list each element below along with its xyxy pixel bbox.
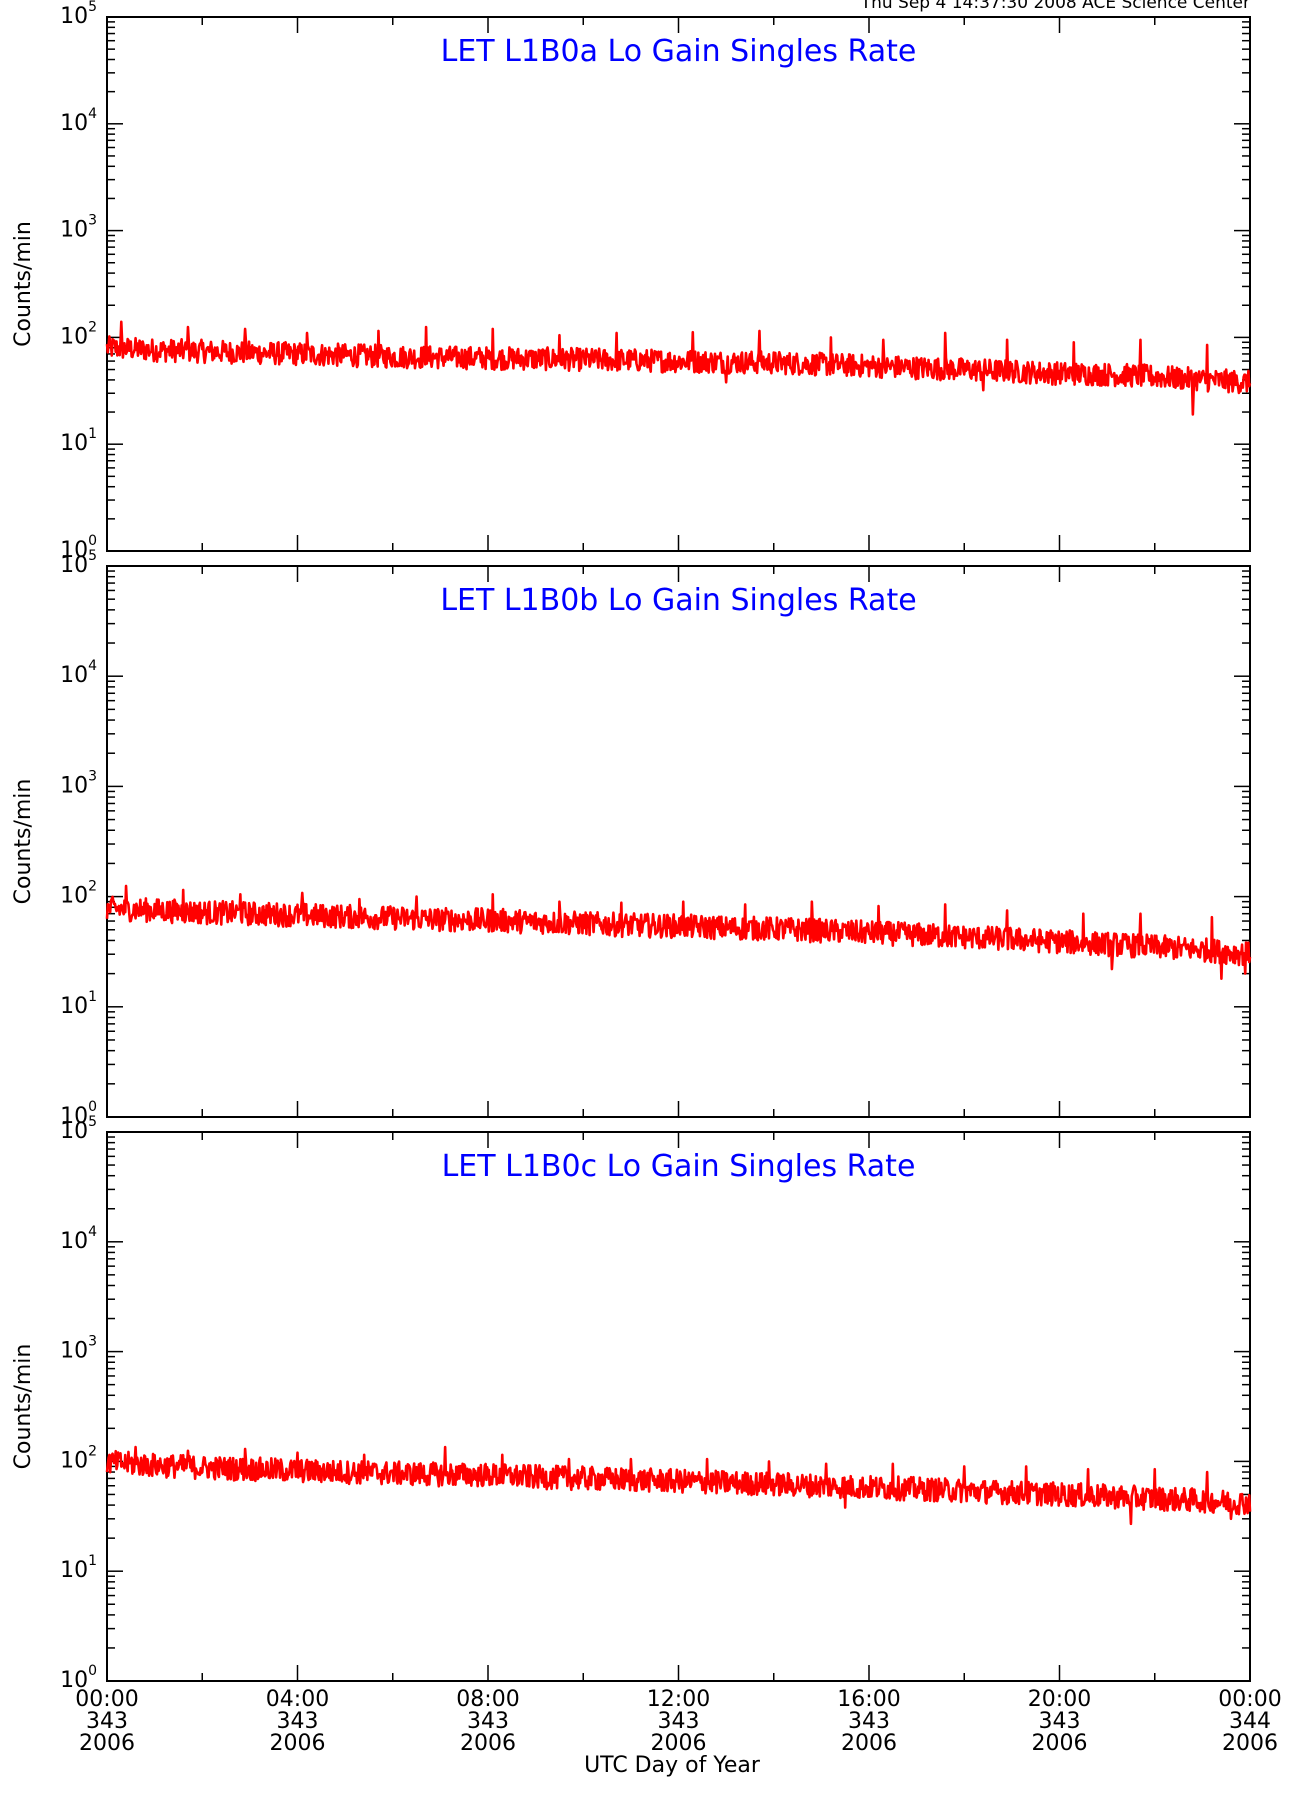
series-line [105, 1445, 1252, 1526]
y-tick-label: 102 [60, 319, 97, 349]
panel-title: LET L1B0b Lo Gain Singles Rate [440, 583, 916, 618]
y-tick-label: 104 [60, 658, 97, 688]
y-tick-label: 104 [60, 1224, 97, 1254]
y-tick-label: 102 [60, 879, 97, 909]
panel-title: LET L1B0a Lo Gain Singles Rate [441, 34, 917, 69]
svg-text:00:00: 00:00 [75, 1687, 138, 1712]
y-tick-label: 101 [60, 1553, 97, 1583]
y-axis-title: Counts/min [11, 1344, 36, 1470]
svg-text:2006: 2006 [841, 1731, 897, 1756]
y-axis-ticks [106, 1132, 1251, 1682]
y-tick-label: 103 [60, 768, 97, 798]
svg-text:2006: 2006 [270, 1731, 326, 1756]
x-axis-title: UTC Day of Year [584, 1753, 761, 1778]
svg-text:2006: 2006 [1032, 1731, 1088, 1756]
svg-text:344: 344 [1229, 1709, 1271, 1734]
chart-panel-1: 100 101 102 103 104 105 Counts/min LET L1B0a Lo… [11, 0, 1252, 563]
y-tick-label: 101 [60, 989, 97, 1019]
y-axis-title: Counts/min [11, 221, 36, 347]
svg-text:00:00: 00:00 [1218, 1687, 1281, 1712]
svg-text:343: 343 [277, 1709, 319, 1734]
series-line [105, 884, 1252, 980]
svg-text:343: 343 [1039, 1709, 1081, 1734]
y-tick-label: 105 [60, 548, 97, 578]
svg-text:343: 343 [848, 1709, 890, 1734]
plot-frame [106, 565, 1251, 1118]
y-tick-label: 104 [60, 106, 97, 136]
y-tick-label: 103 [60, 213, 97, 243]
chart-panel-2: 100 101 102 103 104 105 Counts/min LET L1B0b Lo… [11, 548, 1252, 1129]
y-axis-ticks [106, 17, 1251, 552]
svg-text:04:00: 04:00 [266, 1687, 329, 1712]
svg-text:343: 343 [86, 1709, 128, 1734]
y-tick-label: 102 [60, 1443, 97, 1473]
svg-text:343: 343 [467, 1709, 509, 1734]
y-tick-label: 103 [60, 1334, 97, 1364]
y-tick-label: 100 [60, 1663, 97, 1693]
plot-frame [106, 16, 1251, 552]
y-tick-label: 100 [60, 1099, 97, 1129]
chart-panels: 100 101 102 103 104 105 Counts/min LET L1B0a Lo… [11, 0, 1252, 1693]
y-axis-title: Counts/min [11, 779, 36, 905]
svg-text:12:00: 12:00 [647, 1687, 710, 1712]
svg-text:20:00: 20:00 [1028, 1687, 1091, 1712]
panel-title: LET L1B0c Lo Gain Singles Rate [442, 1149, 916, 1184]
header-timestamp: Thu Sep 4 14:37:30 2008 ACE Science Cent… [860, 0, 1250, 13]
y-tick-label: 105 [60, 0, 97, 29]
y-tick-label: 101 [60, 426, 97, 456]
x-axis-tick-labels: 00:00343200604:00343200608:00343200612:0… [75, 1687, 1281, 1756]
y-tick-label: 100 [60, 533, 97, 563]
svg-text:2006: 2006 [79, 1731, 135, 1756]
svg-text:2006: 2006 [460, 1731, 516, 1756]
svg-text:2006: 2006 [1222, 1731, 1278, 1756]
series-line [105, 320, 1252, 416]
svg-text:16:00: 16:00 [837, 1687, 900, 1712]
y-axis-ticks [106, 566, 1251, 1118]
svg-text:08:00: 08:00 [456, 1687, 519, 1712]
plot-frame [106, 1131, 1251, 1682]
y-tick-label: 105 [60, 1114, 97, 1144]
svg-text:2006: 2006 [651, 1731, 707, 1756]
chart-panel-3: 100 101 102 103 104 105 Counts/min LET L1B0c Lo… [11, 1114, 1252, 1693]
svg-text:343: 343 [658, 1709, 700, 1734]
